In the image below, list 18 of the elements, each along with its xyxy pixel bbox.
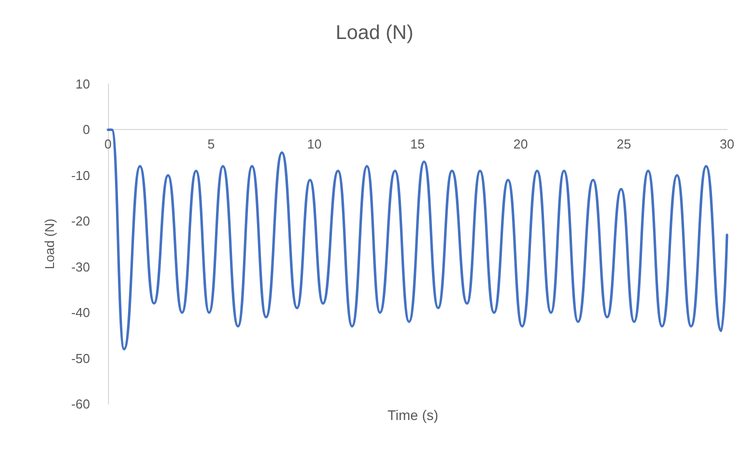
chart-title: Load (N) — [336, 22, 414, 44]
y-tick-label: -50 — [71, 350, 90, 366]
x-tick-label: 20 — [513, 136, 528, 152]
y-tick-label: -10 — [71, 168, 90, 183]
x-tick-label: 10 — [307, 136, 322, 152]
y-tick-label: -60 — [71, 396, 90, 412]
x-tick-label: 15 — [410, 136, 425, 152]
x-tick-label: 30 — [720, 136, 734, 152]
y-tick-label: 0 — [82, 122, 90, 138]
y-tick-label: -20 — [71, 214, 90, 229]
y-tick-label: -40 — [71, 305, 90, 320]
x-axis-title: Time (s) — [388, 407, 438, 423]
y-axis-title: Load (N) — [42, 218, 57, 270]
y-tick-label: 10 — [76, 76, 90, 92]
x-tick-label: 0 — [104, 136, 112, 152]
x-tick-label: 25 — [616, 136, 632, 152]
y-tick-label: -30 — [71, 259, 90, 274]
x-tick-label: 5 — [208, 136, 215, 152]
